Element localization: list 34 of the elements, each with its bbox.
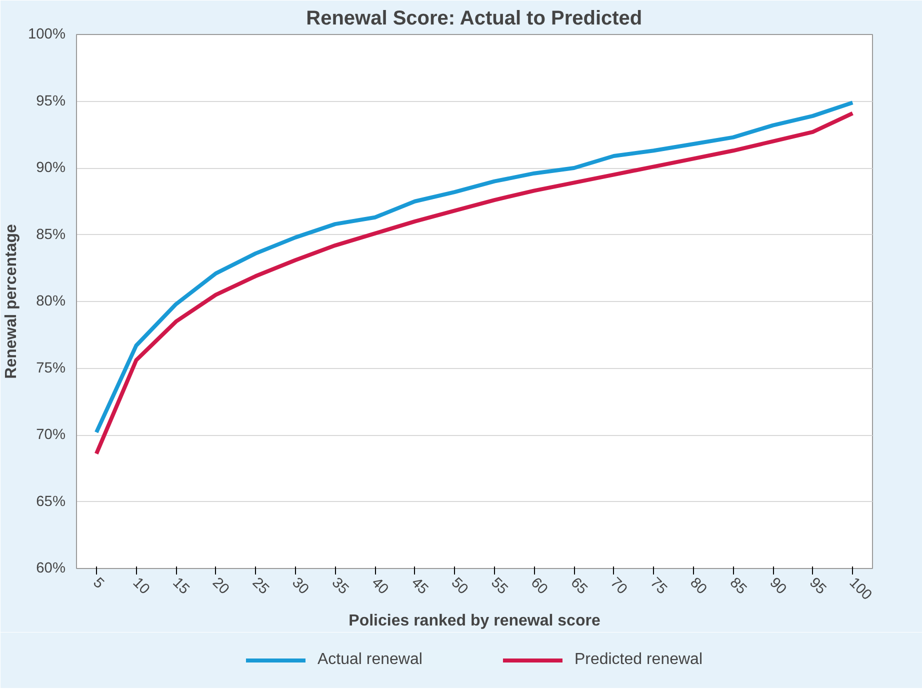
x-tick-label: 45 [408, 574, 431, 598]
y-tick-label: 90% [36, 160, 66, 176]
legend-label: Actual renewal [317, 651, 422, 669]
x-tick-label: 35 [328, 574, 352, 598]
y-tick-label: 65% [36, 494, 66, 510]
x-tick-label: 40 [368, 574, 392, 598]
x-tick-label: 10 [129, 574, 152, 598]
x-tick-label: 85 [726, 574, 750, 598]
x-axis-title: Policies ranked by renewal score [348, 612, 600, 630]
x-tick-label: 65 [567, 574, 590, 598]
y-tick-label: 95% [36, 93, 66, 110]
x-tick-label: 80 [686, 574, 710, 598]
y-tick-label: 100% [28, 26, 66, 42]
y-axis-title: Renewal percentage [3, 224, 20, 379]
y-tick-label: 70% [36, 427, 66, 443]
x-tick-label: 50 [448, 574, 471, 598]
y-tick-label: 60% [36, 560, 66, 576]
y-tick-label: 75% [36, 360, 66, 376]
y-tick-label: 85% [36, 226, 66, 243]
x-tick-label: 30 [288, 574, 312, 598]
x-tick-label: 90 [766, 574, 790, 598]
y-tick-label: 80% [36, 294, 66, 310]
legend-label: Predicted renewal [574, 651, 703, 669]
x-tick-label: 15 [169, 574, 192, 598]
x-tick-label: 95 [806, 574, 829, 598]
x-tick-label: 5 [90, 574, 107, 592]
x-tick-label: 60 [527, 574, 550, 598]
x-tick-label: 75 [646, 574, 670, 598]
x-tick-label: 100 [846, 574, 874, 604]
x-tick-label: 20 [209, 574, 232, 598]
x-tick-label: 25 [248, 574, 272, 598]
chart-title: Renewal Score: Actual to Predicted [306, 8, 642, 30]
x-tick-label: 70 [607, 574, 630, 598]
x-tick-label: 55 [488, 574, 511, 598]
